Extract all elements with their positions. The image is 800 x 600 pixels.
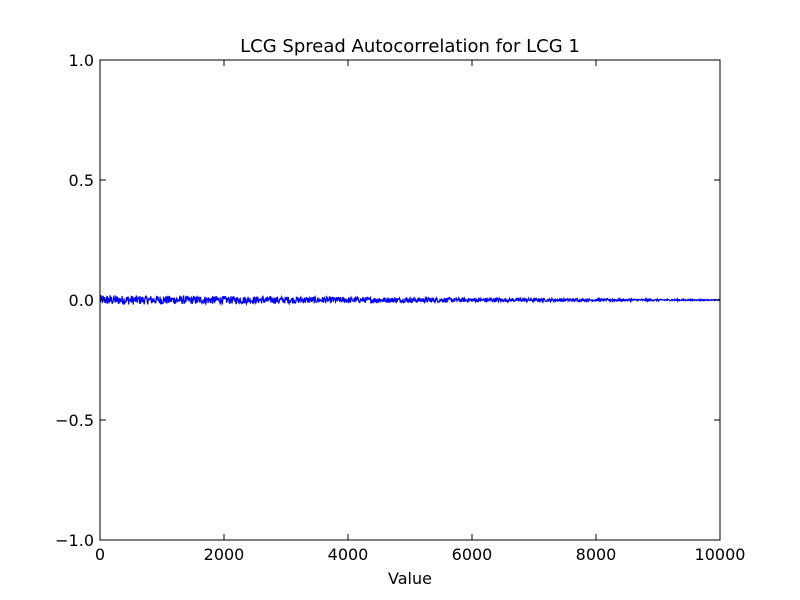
y-tick-label: −1.0 [55,531,94,550]
x-tick-label: 8000 [576,545,617,564]
x-tick-label: 6000 [452,545,493,564]
x-tick-label: 0 [95,545,105,564]
x-axis-label: Value [388,569,432,588]
x-tick-label: 4000 [328,545,369,564]
y-tick-label: −0.5 [55,411,94,430]
x-tick-label: 10000 [695,545,746,564]
plot-area: 0 2000 4000 6000 8000 10000 −1.0 −0.5 0.0 0.5 1.0 [55,51,745,564]
y-tick-label: 0.0 [69,291,94,310]
y-tick-label: 1.0 [69,51,94,70]
y-tick-label: 0.5 [69,171,94,190]
x-tick-label: 2000 [204,545,245,564]
chart-title: LCG Spread Autocorrelation for LCG 1 [240,36,580,57]
series-line [99,294,721,306]
